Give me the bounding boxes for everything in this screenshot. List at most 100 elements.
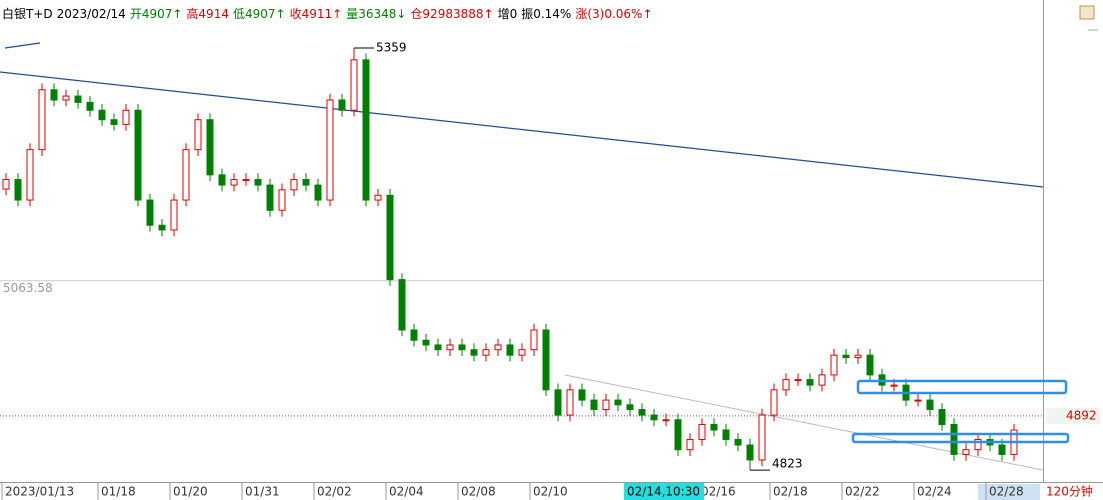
x-tick-label: 02/08 — [461, 485, 496, 499]
candle-body — [206, 119, 214, 176]
candle-body — [758, 414, 766, 461]
settings-icon[interactable] — [1079, 5, 1095, 20]
candle-body — [674, 419, 682, 451]
candle-body — [110, 119, 118, 125]
candle-body — [482, 349, 490, 356]
candle-body — [974, 438, 982, 451]
candle-body — [38, 89, 46, 151]
candle-body — [26, 149, 34, 201]
x-tick-label: 02/18 — [773, 485, 808, 499]
candle-body — [470, 349, 478, 356]
candle-body — [854, 354, 862, 359]
candle-body — [386, 194, 394, 281]
header-item: 收4911↑ — [290, 7, 343, 21]
candle-body — [242, 179, 250, 182]
candle-body — [338, 99, 346, 111]
candle-body — [698, 424, 706, 440]
trend-line — [4, 42, 41, 49]
last-price-bg — [1046, 407, 1100, 424]
candle-body — [554, 389, 562, 416]
candle-body — [494, 344, 502, 351]
candle-body — [182, 149, 190, 201]
candle-body — [230, 179, 238, 186]
candle-body — [458, 344, 466, 351]
header-item: 开4907↑ — [130, 7, 183, 21]
x-tick-label: 01/18 — [101, 485, 136, 499]
cursor-label-bg — [624, 483, 704, 500]
candle-body — [506, 344, 514, 356]
x-tick-label: 02/04 — [389, 485, 424, 499]
candle-body — [866, 354, 874, 376]
candle-body — [398, 279, 406, 331]
x-tick-label: 02/10 — [533, 485, 568, 499]
candle-body — [614, 399, 622, 406]
candle-body — [626, 404, 634, 411]
candle-body — [782, 379, 790, 391]
trend-line — [0, 71, 1044, 188]
candle-body — [290, 179, 298, 191]
candle-body — [830, 354, 838, 376]
candle-body — [770, 389, 778, 416]
candle-body — [158, 224, 166, 231]
high-label: 5359 — [376, 41, 407, 55]
candle-body — [962, 449, 970, 455]
candle-body — [842, 354, 850, 359]
candle-body — [518, 349, 526, 356]
candle-body — [914, 399, 922, 402]
cursor-label: 02/14,10:30 — [627, 485, 700, 499]
candle-body — [578, 389, 586, 401]
candle-body — [50, 89, 58, 101]
last-price-label: 4892 — [1066, 408, 1097, 422]
highlight-box[interactable] — [851, 432, 1070, 444]
period-label[interactable]: 120分钟 — [1046, 484, 1093, 499]
candle-body — [314, 184, 322, 201]
candle-body — [602, 399, 610, 411]
x-tick-label: 2023/01/13 — [5, 485, 74, 499]
header-item: 低4907↑ — [233, 7, 286, 21]
candle-body — [446, 344, 454, 351]
candle-body — [362, 59, 370, 201]
candle-body — [590, 399, 598, 411]
candle-body — [14, 179, 22, 201]
candle-body — [638, 409, 646, 416]
candle-body — [302, 179, 310, 186]
candle-body — [818, 374, 826, 386]
candle-body — [62, 95, 70, 101]
header-item: 白银T+D — [2, 6, 53, 21]
x-tick-label: 02/24 — [917, 485, 952, 499]
candle-body — [326, 99, 334, 201]
header-item: 涨(3)0.06%↑ — [575, 6, 652, 21]
candle-body — [530, 329, 538, 351]
candle-body — [650, 414, 658, 421]
candle-body — [722, 429, 730, 440]
header: 白银T+D 2023/02/14 开4907↑ 高4914 低4907↑ 收4911↑ 量3… — [2, 6, 653, 21]
candle-body — [998, 444, 1006, 455]
x-tick-label: 01/20 — [173, 485, 208, 499]
header-item: 仓92983888↑ — [410, 7, 493, 21]
candle-body — [170, 199, 178, 231]
candle-body — [950, 424, 958, 455]
candle-body — [410, 329, 418, 341]
reference-label: 5063.58 — [3, 281, 53, 295]
candle-body — [254, 179, 262, 186]
candle-body — [266, 184, 274, 211]
header-item: 2023/02/14 — [57, 7, 126, 21]
candle-body — [194, 119, 202, 151]
candle-body — [86, 101, 94, 111]
candle-body — [806, 379, 814, 386]
candle-body — [926, 399, 934, 411]
candle-body — [278, 189, 286, 211]
candle-body — [746, 444, 754, 461]
candle-body — [218, 174, 226, 186]
x-tick-label: 02/02 — [317, 485, 352, 499]
candle-body — [542, 329, 550, 391]
x-tick-label: 02/28 — [989, 485, 1024, 499]
candle-body — [122, 109, 130, 125]
highlight-box[interactable] — [856, 379, 1068, 395]
x-tick-label: 02/16 — [701, 485, 736, 499]
candle-body — [350, 59, 358, 111]
candle-body — [662, 419, 670, 422]
candle-body — [734, 438, 742, 446]
candle-body — [938, 409, 946, 426]
candle-body — [794, 379, 802, 382]
